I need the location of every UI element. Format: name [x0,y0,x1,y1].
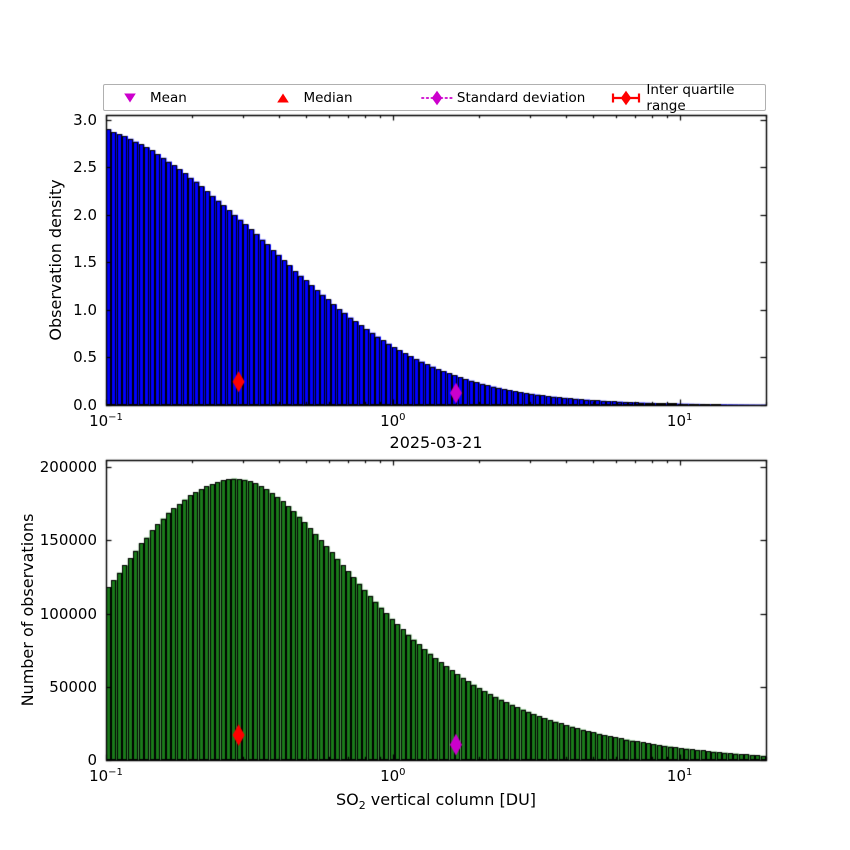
bottom-ytick-label-4: 200000 [39,458,97,477]
triangle-up-icon [263,88,303,108]
top-xtick-exp-2: 1 [686,412,693,423]
top-x-axis-title: 2025-03-21 [389,433,483,452]
top-ytick-label-2: 1.0 [73,300,97,319]
top-xtick-exp-1: 0 [399,412,406,423]
top-xtick-base-0: 10 [89,412,109,430]
top-ytick-label-1: 0.5 [73,348,97,367]
bottom-xtick-exp-2: 1 [686,767,693,778]
bottom-xtick-base-2: 10 [666,767,686,785]
bottom-xtick-base-1: 10 [380,767,400,785]
legend-entry-inter-quartile-range: Inter quartile range [606,82,765,114]
top-ytick-label-0: 0.0 [73,396,97,414]
top-y-axis-title: Observation density [46,179,65,341]
diamond-icon [417,88,457,108]
top-ytick-label-6: 3.0 [73,110,97,129]
legend-label-median: Median [303,89,353,106]
bottom-xtick-base-0: 10 [89,767,109,785]
bottom-x-axis-title: SO2 vertical column [DU] [335,790,537,813]
top-xtick-label-1: 100 [380,413,405,429]
top-xtick-exp-0: −1 [108,412,123,423]
legend-label-inter-quartile-range: Inter quartile range [646,81,735,114]
legend-label-mean: Mean [150,89,187,106]
bottom-xtick-label-1: 100 [380,768,405,784]
bottom-xtick-label-2: 101 [667,768,692,784]
bottom-ytick-label-1: 50000 [49,677,97,696]
bottom-xtick-label-0: 10−1 [89,768,123,784]
bottom-xtick-exp-1: 0 [399,767,406,778]
legend-entry-median: Median [263,85,416,110]
diamond-icon [606,88,646,108]
bottom-ytick-label-0: 0 [87,751,97,769]
legend: Mean Median Standard deviation [103,82,766,114]
top-ytick-label-4: 2.0 [73,205,97,224]
top-ytick-label-5: 2.5 [73,158,97,177]
legend-entry-mean: Mean [104,85,263,110]
bottom-xlabel-pre: SO [335,790,359,809]
top-xtick-base-2: 10 [666,412,686,430]
bottom-y-axis-title: Number of observations [18,513,37,707]
triangle-down-icon [110,88,150,108]
top-xtick-label-2: 101 [667,413,692,429]
legend-label-standard-deviation: Standard deviation [456,89,586,106]
bottom-xlabel-post: vertical column [DU] [365,790,537,809]
top-xtick-label-0: 10−1 [89,413,123,429]
bottom-ytick-label-2: 100000 [39,604,97,623]
bottom-xtick-exp-0: −1 [108,767,123,778]
top-ytick-label-3: 1.5 [73,253,97,272]
bottom-xlabel-subscript: 2 [358,799,366,813]
legend-entry-standard-deviation: Standard deviation [417,85,607,110]
bottom-ytick-label-3: 150000 [39,531,97,550]
top-xtick-base-1: 10 [380,412,400,430]
